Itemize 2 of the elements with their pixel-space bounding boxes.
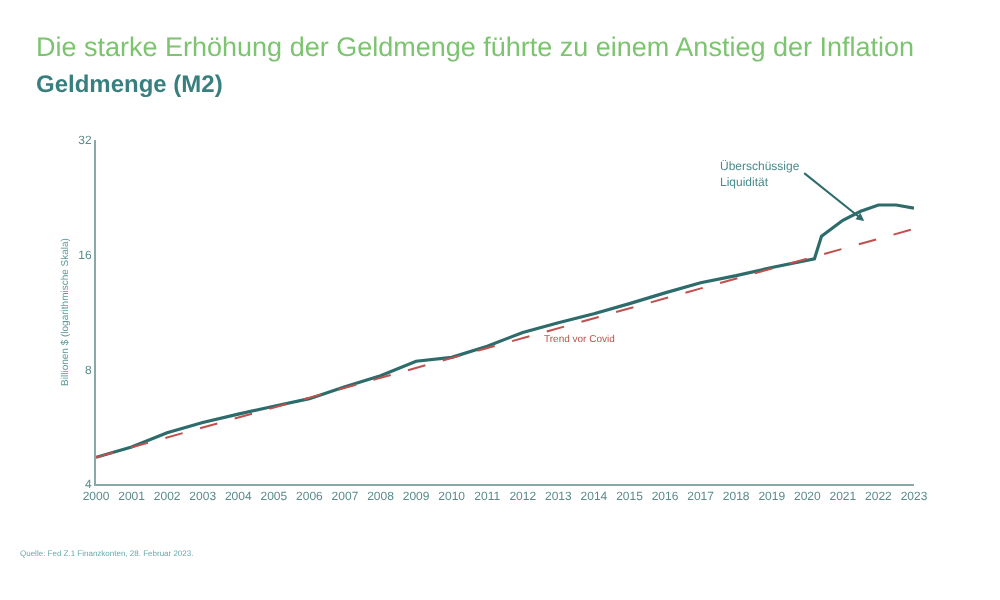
chart-subtitle: Geldmenge (M2) <box>36 70 223 98</box>
chart-title: Die starke Erhöhung der Geldmenge führte zu einem Anstieg der Inflation <box>36 32 915 62</box>
